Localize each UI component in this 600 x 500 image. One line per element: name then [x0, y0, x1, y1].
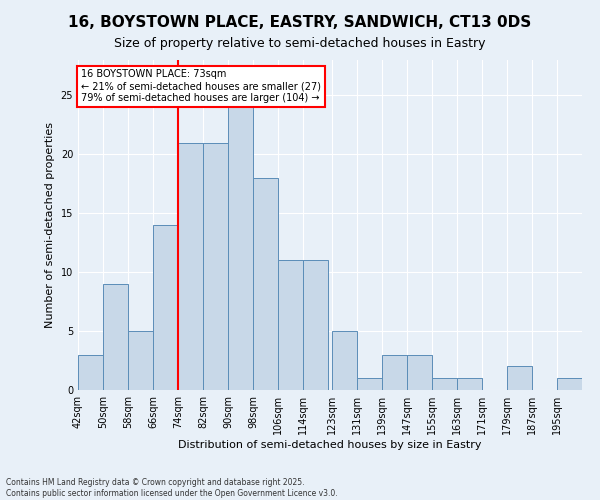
Y-axis label: Number of semi-detached properties: Number of semi-detached properties [45, 122, 55, 328]
Bar [332, 331, 356, 390]
Bar [228, 96, 253, 390]
Bar [253, 178, 278, 390]
Bar [78, 354, 103, 390]
Bar [103, 284, 128, 390]
Bar [382, 354, 407, 390]
Bar [278, 260, 304, 390]
Bar [432, 378, 457, 390]
Text: 16, BOYSTOWN PLACE, EASTRY, SANDWICH, CT13 0DS: 16, BOYSTOWN PLACE, EASTRY, SANDWICH, CT… [68, 15, 532, 30]
Text: 16 BOYSTOWN PLACE: 73sqm
← 21% of semi-detached houses are smaller (27)
79% of s: 16 BOYSTOWN PLACE: 73sqm ← 21% of semi-d… [81, 70, 321, 102]
Bar [407, 354, 432, 390]
Bar [128, 331, 153, 390]
Bar [507, 366, 532, 390]
Text: Size of property relative to semi-detached houses in Eastry: Size of property relative to semi-detach… [114, 38, 486, 51]
Bar [457, 378, 482, 390]
Bar [178, 142, 203, 390]
X-axis label: Distribution of semi-detached houses by size in Eastry: Distribution of semi-detached houses by … [178, 440, 482, 450]
Bar [304, 260, 328, 390]
Text: Contains HM Land Registry data © Crown copyright and database right 2025.
Contai: Contains HM Land Registry data © Crown c… [6, 478, 338, 498]
Bar [557, 378, 582, 390]
Bar [203, 142, 228, 390]
Bar [356, 378, 382, 390]
Bar [153, 225, 178, 390]
